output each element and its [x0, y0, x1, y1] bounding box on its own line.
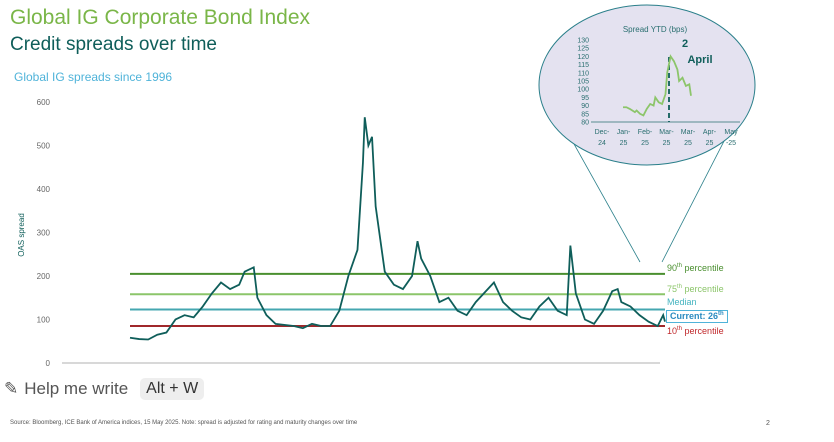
inset-x-tick: Mar-	[659, 129, 674, 136]
inset-y-tick: 105	[577, 79, 589, 86]
sup: th	[718, 311, 724, 317]
inset-y-tick: 115	[578, 62, 589, 69]
pct: percentile	[684, 284, 724, 294]
help-label: Help me write	[24, 379, 129, 398]
magic-pen-icon: ✎	[4, 379, 19, 398]
inset-x-tick: Jan-	[617, 129, 631, 136]
inset-x-tick: Apr-	[703, 129, 717, 136]
annotation-num: 2	[682, 38, 688, 50]
inset-x-tick: Feb-	[638, 129, 653, 136]
inset-y-tick: 95	[581, 95, 589, 102]
p90-num: 90	[667, 263, 678, 273]
sup: th	[677, 284, 683, 290]
cur-text: Current: 26	[670, 311, 719, 321]
y-tick-label: 600	[37, 98, 51, 107]
inset-x-tick: Dec-	[595, 129, 610, 136]
p10-label: 10th percentile	[667, 326, 724, 337]
inset-bubble	[538, 4, 756, 166]
p90-label: 90th percentile	[667, 263, 724, 274]
current-label: Current: 26th	[666, 310, 728, 323]
median-label: Median	[667, 297, 697, 307]
inset-x-tick: 25	[663, 140, 671, 147]
inset-x-tick: -25	[726, 140, 736, 147]
p75-num: 75	[667, 284, 678, 294]
inset-x-tick: 25	[684, 140, 692, 147]
inset-y-tick: 85	[581, 111, 589, 118]
y-tick-label: 300	[37, 229, 51, 238]
inset-y-tick: 110	[578, 70, 589, 77]
y-axis-label: OAS spread	[17, 213, 26, 257]
chart-title: Global IG spreads since 1996	[14, 70, 173, 84]
inset-series-line	[623, 54, 692, 117]
inset-x-tick: 25	[706, 140, 714, 147]
annotation-word: April	[687, 54, 712, 66]
p75-label: 75th percentile	[667, 284, 724, 295]
shortcut-badge: Alt + W	[140, 378, 205, 400]
pct: percentile	[684, 263, 724, 273]
inset-y-tick: 120	[577, 54, 589, 61]
y-tick-label: 0	[46, 359, 51, 368]
y-tick-label: 500	[37, 142, 51, 151]
page-subtitle: Credit spreads over time	[10, 34, 217, 55]
spread-series-line	[129, 117, 666, 341]
y-tick-label: 100	[37, 316, 51, 325]
inset-y-tick: 80	[581, 120, 589, 127]
help-me-write-button[interactable]: ✎ Help me write Alt + W	[4, 378, 205, 400]
inset-y-tick: 125	[577, 46, 589, 53]
source-note: Source: Bloomberg, ICE Bank of America i…	[10, 420, 358, 426]
inset-y-tick: 100	[577, 87, 589, 94]
pct: percentile	[684, 326, 724, 336]
y-tick-label: 200	[37, 272, 51, 281]
inset-x-tick: 24	[598, 140, 606, 147]
inset-x-tick: May	[724, 129, 738, 136]
p10-num: 10	[667, 326, 678, 336]
y-tick-label: 400	[37, 185, 51, 194]
inset-x-tick: Mar-	[681, 129, 696, 136]
inset-y-tick: 90	[581, 103, 589, 110]
inset-x-tick: 25	[620, 140, 628, 147]
sup: th	[677, 326, 683, 332]
page-title: Global IG Corporate Bond Index	[10, 6, 311, 29]
inset-title: Spread YTD (bps)	[623, 25, 688, 34]
inset-y-tick: 130	[577, 38, 589, 45]
sup: th	[677, 263, 683, 269]
inset-x-tick: 25	[641, 140, 649, 147]
page-number: 2	[766, 420, 770, 427]
